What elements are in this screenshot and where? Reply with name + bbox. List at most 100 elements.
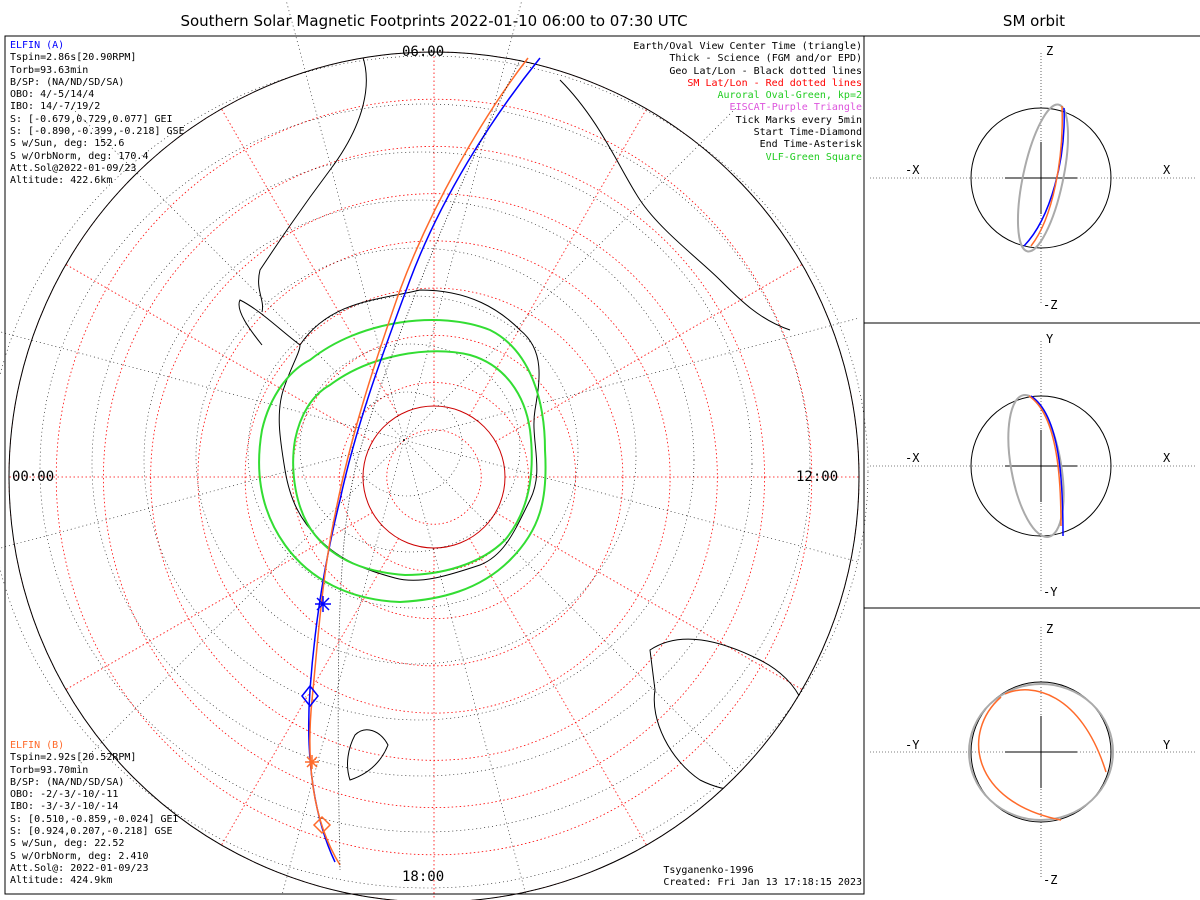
sm-lat-circle — [150, 193, 718, 761]
legend: Earth/Oval View Center Time (triangle) T… — [633, 41, 862, 164]
legend-item: VLF-Green Square — [765, 151, 862, 163]
time-label-top: 06:00 — [402, 44, 445, 60]
geo-lat-circle — [299, 343, 521, 553]
elfin-b-line: Torb=93.70min — [10, 764, 89, 776]
elfin-a-line: OBO: 4/-5/14/4 — [10, 89, 95, 101]
orbit-a-trace — [1023, 107, 1065, 247]
model-name: Tsyganenko-1996 — [663, 865, 754, 876]
sm-lat-circle — [339, 382, 529, 572]
orbit-b-trace — [1028, 395, 1062, 527]
sm-meridian — [65, 264, 373, 442]
geo-footprint-track — [337, 59, 521, 871]
legend-item: Auroral Oval-Green, kp=2 — [717, 90, 863, 102]
elfin-a-line: B/SP: (NA/ND/SD/SA) — [10, 76, 125, 88]
geo-lat-circle — [91, 151, 753, 777]
elfin-b-start-diamond — [312, 815, 332, 835]
elfin-b-line: S: [0.924,0.207,-0.218] GSE — [10, 826, 173, 838]
sm-meridian — [495, 264, 803, 442]
credits: Tsyganenko-1996 Created: Fri Jan 13 17:1… — [663, 865, 862, 890]
sm-meridian — [495, 512, 803, 690]
elfin-a-line: S w/OrbNorm, deg: 170.4 — [10, 150, 149, 162]
elfin-b-track — [309, 57, 529, 866]
elfin-b-line: B/SP: (NA/ND/SD/SA) — [10, 776, 125, 788]
geo-meridian — [403, 0, 523, 441]
elfin-a-line: S: [-0.890,-0.399,-0.218] GSE — [10, 126, 185, 138]
elfin-a-line: S: [-0.679,0.729,0.077] GEI — [10, 113, 173, 125]
legend-item: SM Lat/Lon - Red dotted lines — [687, 77, 862, 89]
orbit1-right-label: X — [1163, 163, 1171, 177]
elfin-b-line: Att.Sol@: 2022-01-09/23 — [10, 862, 149, 874]
orbit3-left-label: -Y — [905, 738, 920, 752]
orbit-b-trace — [1030, 105, 1063, 247]
orbit-a-trace — [1030, 395, 1064, 537]
auroral-oval-outer — [258, 319, 547, 604]
sm-lat-circle — [244, 287, 624, 667]
auroral-oval-inner — [292, 350, 533, 577]
geo-meridian — [0, 331, 405, 441]
orbit2-left-label: -X — [905, 451, 920, 465]
sm-lat-circle — [291, 334, 577, 620]
elfin-a-line: Altitude: 422.6km — [10, 175, 113, 187]
elfin-b-line: IBO: -3/-3/-10/-14 — [10, 801, 119, 813]
orbit1-left-label: -X — [905, 163, 920, 177]
earth-circle — [970, 681, 1112, 823]
sm-pole-circle — [362, 405, 506, 549]
elfin-b-end-asterisk — [305, 755, 319, 769]
created-date: Created: Fri Jan 13 17:18:15 2023 — [663, 877, 862, 889]
legend-item: Geo Lat/Lon - Black dotted lines — [669, 65, 862, 77]
new-zealand-outline — [347, 729, 389, 781]
legend-item: Earth/Oval View Center Time (triangle) — [633, 41, 862, 52]
coastlines — [238, 52, 809, 791]
elfin-b-line: S w/Sun, deg: 22.52 — [10, 838, 125, 850]
sm-lat-circle — [197, 240, 671, 714]
elfin-b-line: Tspin=2.92s[20.52RPM] — [10, 752, 137, 764]
orbit3-top-label: Z — [1046, 622, 1054, 636]
sm-meridian — [469, 538, 647, 846]
geo-meridian — [0, 439, 405, 549]
geo-meridian — [403, 439, 526, 895]
australia-outline — [649, 638, 809, 791]
orbit3-right-label: Y — [1163, 738, 1171, 752]
time-label-bottom: 18:00 — [402, 869, 445, 885]
orbit-panel-title: SM orbit — [1002, 12, 1066, 30]
geo-meridian — [403, 439, 737, 773]
legend-item: Start Time-Diamond — [753, 127, 862, 139]
orbit-trace-gray — [1007, 393, 1065, 539]
time-label-left: 00:00 — [12, 469, 55, 485]
orbit-b-trace — [978, 696, 1062, 821]
geo-lat-circle — [0, 55, 869, 889]
elfin-a-line: IBO: 14/-7/19/2 — [10, 101, 101, 113]
polar-map — [0, 0, 869, 900]
orbit-trace-gray — [968, 683, 1114, 821]
legend-item: Thick - Science (FGM and/or EPD) — [669, 53, 862, 65]
sm-lat-circle — [386, 429, 482, 525]
elfin-a-line: S w/Sun, deg: 152.6 — [10, 138, 125, 150]
orbit2-bottom-label: -Y — [1043, 585, 1058, 599]
geo-meridian — [71, 439, 405, 773]
orbit3-bottom-label: -Z — [1043, 873, 1058, 887]
elfin-b-name: ELFIN (B) — [10, 740, 65, 751]
map-boundary — [8, 51, 860, 900]
geo-meridian — [403, 318, 859, 441]
map-frame — [4, 35, 865, 895]
legend-item: End Time-Asterisk — [759, 139, 862, 151]
orbit-panel-3 — [870, 627, 1196, 877]
orbit1-top-label: Z — [1046, 44, 1054, 58]
orbit2-top-label: Y — [1046, 332, 1054, 346]
elfin-a-line: Torb=93.63min — [10, 64, 89, 76]
geo-lat-circle — [247, 295, 579, 609]
elfin-b-info: ELFIN (B) Tspin=2.92s[20.52RPM] Torb=93.… — [10, 740, 179, 888]
sm-lat-circle — [55, 98, 813, 856]
geo-lat-circle — [143, 199, 695, 721]
elfin-a-info: ELFIN (A) Tspin=2.86s[20.90RPM] Torb=93.… — [10, 40, 185, 188]
elfin-a-line: Tspin=2.86s[20.90RPM] — [10, 52, 137, 64]
elfin-a-line: Att.Sol@2022-01-09/23 — [10, 162, 137, 174]
elfin-b-line: OBO: -2/-3/-10/-11 — [10, 789, 119, 801]
orbit1-bottom-label: -Z — [1043, 298, 1058, 312]
elfin-a-track — [308, 57, 541, 863]
orbit-panel-1 — [870, 53, 1196, 303]
elfin-a-start-diamond — [301, 684, 319, 708]
sm-lat-circle — [103, 146, 765, 808]
plot-title: Southern Solar Magnetic Footprints 2022-… — [180, 12, 688, 30]
geo-meridian — [285, 0, 405, 441]
